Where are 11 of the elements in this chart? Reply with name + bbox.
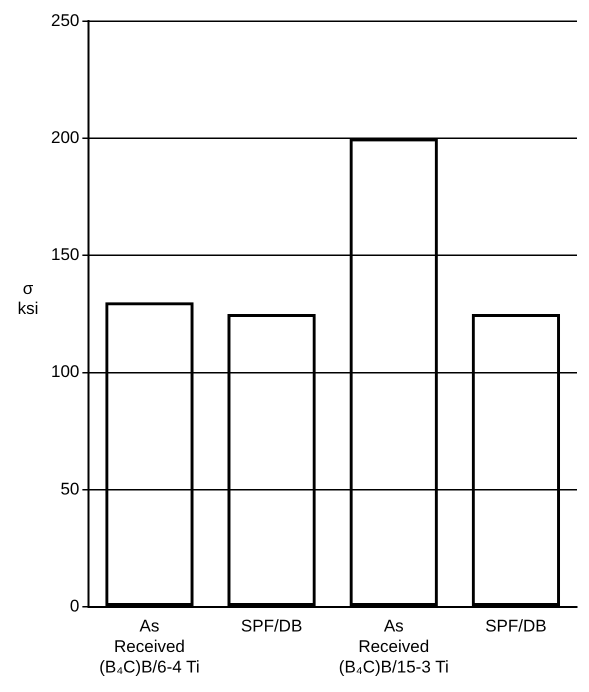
y-tick-label: 100 [50, 362, 80, 382]
y-tick-label: 150 [50, 245, 80, 264]
y-tick-label: 200 [50, 128, 80, 148]
y-tick-label: 250 [50, 10, 80, 30]
y-tick-label: 0 [70, 596, 80, 616]
x-tick-label: SPF/DB [240, 616, 302, 636]
x-tick-label: As Received (B₄C)B/6-4 Ti [99, 616, 200, 676]
y-axis-title: σ ksi [16, 279, 40, 319]
x-tick-label: As Received (B₄C)B/15-3 Ti [338, 616, 449, 676]
x-tick-label: SPF/DB [485, 616, 547, 636]
y-tick-label: 50 [60, 479, 80, 498]
